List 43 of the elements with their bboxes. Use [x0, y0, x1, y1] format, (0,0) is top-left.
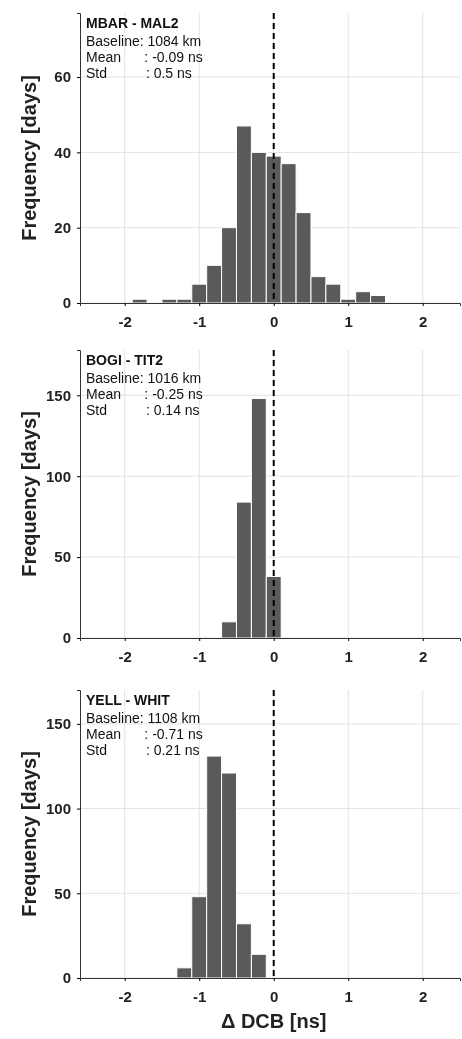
y-tick-label: 50	[54, 548, 71, 566]
y-tick-label: 150	[45, 715, 71, 733]
y-axis-title: Frequency [days]	[18, 751, 40, 917]
y-tick-label: 60	[54, 68, 71, 86]
x-tick-label: -2	[118, 312, 132, 330]
annotation: Baseline: 1108 km	[86, 710, 201, 726]
y-tick-label: 20	[54, 218, 71, 236]
annotation: Mean : -0.09 ns	[86, 49, 203, 65]
x-tick-label: -1	[193, 647, 207, 665]
x-tick-label: 2	[419, 647, 428, 665]
chart-title: BOGI - TIT2	[86, 352, 164, 368]
x-tick-label: 0	[270, 647, 279, 665]
x-tick-label: 0	[270, 987, 279, 1005]
annotation: Std : 0.5 ns	[86, 65, 192, 81]
x-tick-label: 1	[344, 987, 353, 1005]
x-tick-label: -2	[118, 647, 132, 665]
x-tick-label: 1	[344, 312, 353, 330]
x-axis-title: Δ DCB [ns]	[220, 1010, 327, 1032]
y-tick-label: 50	[54, 884, 71, 902]
y-tick-label: 100	[45, 799, 71, 817]
x-tick-label: 0	[270, 312, 279, 330]
y-axis-title: Frequency [days]	[18, 75, 40, 241]
x-tick-label: 2	[419, 987, 428, 1005]
y-tick-label: 100	[45, 467, 71, 485]
y-tick-label: 40	[54, 143, 71, 161]
annotation: Baseline: 1016 km	[86, 370, 202, 386]
annotation: Mean : -0.25 ns	[86, 386, 203, 402]
x-tick-label: -2	[118, 987, 132, 1005]
y-tick-label: 150	[45, 386, 71, 404]
chart-title: YELL - WHIT	[86, 692, 171, 708]
y-tick-label: 0	[62, 629, 71, 647]
chart-title: MBAR - MAL2	[86, 15, 179, 31]
y-tick-label: 0	[62, 294, 71, 312]
y-tick-label: 0	[62, 969, 71, 987]
annotation: Std : 0.21 ns	[86, 742, 200, 758]
x-tick-label: -1	[193, 987, 207, 1005]
x-tick-label: 2	[419, 312, 428, 330]
annotation: Baseline: 1084 km	[86, 33, 202, 49]
x-tick-label: -1	[193, 312, 207, 330]
x-tick-label: 1	[344, 647, 353, 665]
annotation: Std : 0.14 ns	[86, 402, 200, 418]
annotation: Mean : -0.71 ns	[86, 726, 203, 742]
y-axis-title: Frequency [days]	[18, 411, 40, 577]
